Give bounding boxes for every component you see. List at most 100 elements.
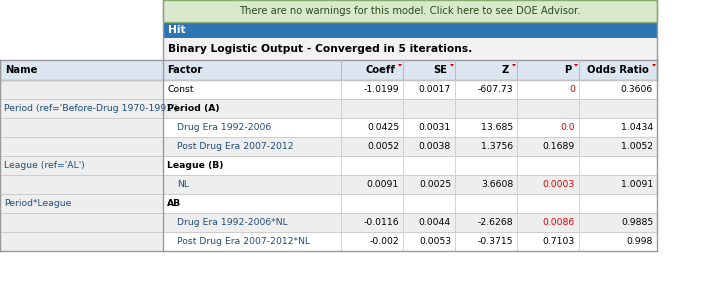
Bar xyxy=(341,118,403,137)
Text: 1.0052: 1.0052 xyxy=(621,142,653,151)
Bar xyxy=(163,175,341,194)
Bar xyxy=(517,80,579,99)
Bar xyxy=(517,232,579,251)
Bar xyxy=(341,99,403,118)
Bar xyxy=(163,99,341,118)
Bar xyxy=(455,156,517,175)
Text: 0.0031: 0.0031 xyxy=(418,123,451,132)
Bar xyxy=(341,232,403,251)
Bar xyxy=(403,213,455,232)
Bar xyxy=(163,232,341,251)
Text: SE: SE xyxy=(433,65,447,75)
Bar xyxy=(403,232,455,251)
Text: 13.685: 13.685 xyxy=(481,123,513,132)
Text: There are no warnings for this model. Click here to see DOE Advisor.: There are no warnings for this model. Cl… xyxy=(239,6,580,16)
Bar xyxy=(341,213,403,232)
Bar xyxy=(403,99,455,118)
Bar xyxy=(455,137,517,156)
Text: 0.0: 0.0 xyxy=(560,123,575,132)
Bar xyxy=(0,232,163,251)
Bar xyxy=(163,0,657,22)
Bar xyxy=(341,137,403,156)
Bar xyxy=(163,80,341,99)
Text: 1.0091: 1.0091 xyxy=(620,180,653,189)
Bar xyxy=(163,38,657,60)
Bar xyxy=(403,175,455,194)
Text: 0.0091: 0.0091 xyxy=(367,180,399,189)
Text: -1.0199: -1.0199 xyxy=(363,85,399,94)
Bar xyxy=(455,118,517,137)
Text: -607.73: -607.73 xyxy=(478,85,513,94)
Polygon shape xyxy=(574,64,578,67)
Bar xyxy=(517,137,579,156)
Bar xyxy=(163,194,341,213)
Bar xyxy=(163,137,341,156)
Text: 0.0025: 0.0025 xyxy=(419,180,451,189)
Text: Drug Era 1992-2006*NL: Drug Era 1992-2006*NL xyxy=(177,218,288,227)
Text: 1.0434: 1.0434 xyxy=(620,123,653,132)
Polygon shape xyxy=(398,64,402,67)
Text: 0.0017: 0.0017 xyxy=(418,85,451,94)
Bar xyxy=(163,156,341,175)
Bar xyxy=(0,80,163,99)
Bar xyxy=(0,175,163,194)
Text: 0: 0 xyxy=(569,85,575,94)
Text: 0.0038: 0.0038 xyxy=(418,142,451,151)
Text: Post Drug Era 2007-2012: Post Drug Era 2007-2012 xyxy=(177,142,293,151)
Bar xyxy=(341,194,403,213)
Bar xyxy=(0,99,163,118)
Bar xyxy=(455,60,517,80)
Bar xyxy=(403,137,455,156)
Bar xyxy=(517,194,579,213)
Text: Factor: Factor xyxy=(167,65,202,75)
Polygon shape xyxy=(512,64,516,67)
Bar xyxy=(403,60,455,80)
Polygon shape xyxy=(652,64,656,67)
Bar xyxy=(403,194,455,213)
Bar xyxy=(517,156,579,175)
Bar xyxy=(579,232,657,251)
Bar xyxy=(0,194,163,213)
Bar xyxy=(579,213,657,232)
Text: Odds Ratio: Odds Ratio xyxy=(587,65,649,75)
Bar xyxy=(579,175,657,194)
Bar xyxy=(163,213,341,232)
Text: Binary Logistic Output - Converged in 5 iterations.: Binary Logistic Output - Converged in 5 … xyxy=(168,44,472,54)
Text: Post Drug Era 2007-2012*NL: Post Drug Era 2007-2012*NL xyxy=(177,237,310,246)
Bar xyxy=(341,156,403,175)
Bar xyxy=(517,175,579,194)
Bar xyxy=(403,80,455,99)
Bar xyxy=(579,194,657,213)
Text: 0.9885: 0.9885 xyxy=(621,218,653,227)
Text: 0.0053: 0.0053 xyxy=(419,237,451,246)
Bar xyxy=(163,0,657,22)
Text: P: P xyxy=(564,65,571,75)
Bar xyxy=(0,213,163,232)
Bar xyxy=(579,60,657,80)
Polygon shape xyxy=(450,64,454,67)
Text: -0.3715: -0.3715 xyxy=(478,237,513,246)
Bar xyxy=(0,137,163,156)
Text: Drug Era 1992-2006: Drug Era 1992-2006 xyxy=(177,123,271,132)
Bar xyxy=(341,80,403,99)
Bar xyxy=(403,118,455,137)
Bar xyxy=(517,60,579,80)
Text: -0.002: -0.002 xyxy=(369,237,399,246)
Text: Hit: Hit xyxy=(168,25,186,35)
Bar xyxy=(517,213,579,232)
Bar xyxy=(517,118,579,137)
Bar xyxy=(0,118,163,137)
Bar xyxy=(455,99,517,118)
Bar xyxy=(455,213,517,232)
Text: 1.3756: 1.3756 xyxy=(481,142,513,151)
Bar xyxy=(517,99,579,118)
Text: League (ref='AL'): League (ref='AL') xyxy=(4,161,85,170)
Text: 0.0052: 0.0052 xyxy=(367,142,399,151)
Text: 0.3606: 0.3606 xyxy=(620,85,653,94)
Bar xyxy=(403,156,455,175)
Bar xyxy=(579,80,657,99)
Bar xyxy=(455,194,517,213)
Text: 0.1689: 0.1689 xyxy=(543,142,575,151)
Text: 3.6608: 3.6608 xyxy=(481,180,513,189)
Bar xyxy=(163,22,657,38)
